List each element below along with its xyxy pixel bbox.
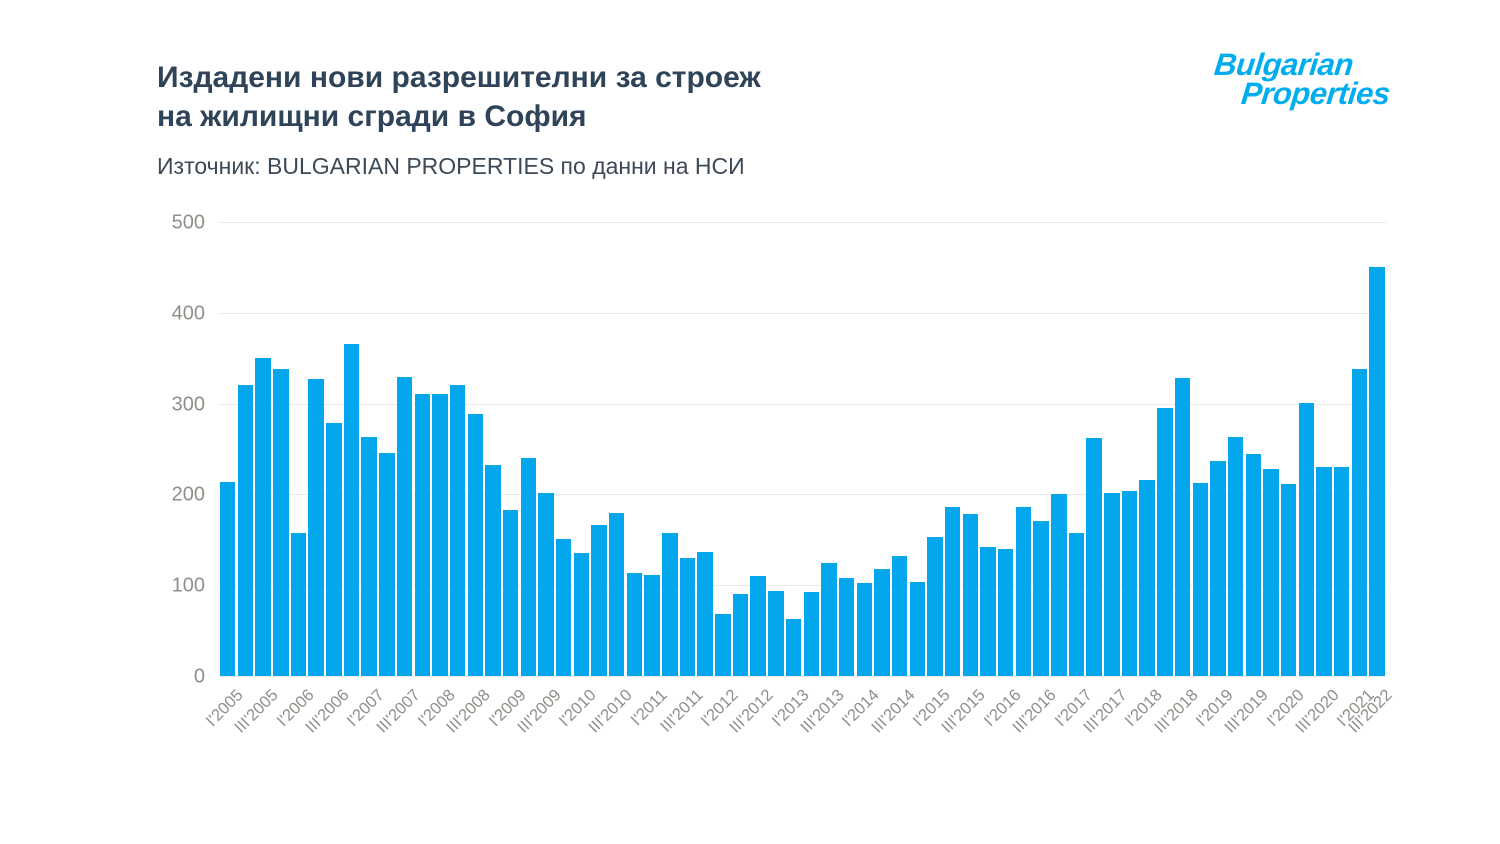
bulgarian-properties-logo: Bulgarian Properties	[1210, 47, 1446, 111]
gridline-200	[219, 494, 1386, 496]
bar	[573, 552, 590, 676]
chart-title-line2: на жилищни сгради в София	[157, 100, 587, 133]
bar	[838, 577, 855, 676]
bar	[1051, 494, 1067, 676]
bar	[856, 583, 872, 676]
y-axis-tick: 200	[171, 483, 205, 506]
bar	[715, 614, 731, 676]
bar	[449, 385, 466, 676]
bar	[697, 551, 713, 676]
bar	[343, 343, 360, 676]
bar	[485, 465, 501, 676]
bar	[626, 573, 643, 676]
y-axis-tick: 500	[171, 211, 205, 234]
bar	[520, 458, 537, 676]
bar	[732, 594, 749, 676]
bar	[1174, 378, 1191, 676]
gridline-500	[219, 222, 1386, 223]
bar	[1333, 467, 1350, 676]
logo-line1: Bulgarian	[1212, 47, 1355, 82]
bar	[891, 556, 908, 676]
bar	[927, 537, 943, 676]
bar	[909, 581, 926, 676]
bar	[750, 576, 766, 676]
bar	[1245, 454, 1261, 676]
bar	[1192, 482, 1208, 676]
bar	[1121, 490, 1138, 676]
gridline-400	[219, 312, 1386, 314]
bar	[255, 358, 271, 676]
bar	[1015, 507, 1032, 676]
bar	[361, 437, 377, 676]
bar	[874, 568, 890, 676]
chart-title: Издадени нови разрешителни за строеж на …	[157, 58, 1057, 136]
bar	[1316, 467, 1332, 676]
chart-title-line1: Издадени нови разрешителни за строеж	[157, 61, 761, 94]
bar	[998, 548, 1014, 676]
gridline-100	[219, 585, 1386, 587]
bar	[432, 393, 448, 676]
bar	[803, 591, 819, 676]
y-axis-tick: 400	[171, 302, 205, 325]
chart-source: Източник: BULGARIAN PROPERTIES по данни …	[157, 153, 745, 179]
bar	[944, 507, 961, 676]
bar	[1280, 484, 1297, 676]
bar	[502, 509, 519, 676]
bar	[538, 492, 554, 676]
bar	[1298, 402, 1315, 676]
bar	[591, 525, 607, 676]
bar	[414, 393, 430, 676]
bar	[379, 452, 395, 676]
bar	[768, 590, 784, 676]
bar	[237, 384, 254, 676]
bar	[821, 563, 837, 676]
bar	[555, 538, 572, 676]
bar	[1227, 437, 1244, 676]
y-axis-tick: 300	[171, 393, 205, 416]
bar	[785, 618, 802, 676]
bar	[1086, 438, 1102, 676]
bar	[679, 557, 696, 676]
logo-line2: Properties	[1239, 76, 1392, 111]
bar	[1068, 532, 1085, 676]
bar	[1351, 369, 1368, 676]
gridline-300	[219, 403, 1386, 405]
gridline-0	[219, 676, 1386, 677]
bar	[609, 512, 625, 676]
bar	[273, 369, 289, 676]
bar	[1139, 479, 1155, 676]
bar	[980, 547, 996, 676]
bar	[1104, 493, 1120, 676]
bar	[1369, 267, 1385, 676]
bar	[662, 532, 678, 676]
bar	[326, 422, 342, 676]
bar	[1263, 468, 1279, 676]
bar	[308, 379, 324, 676]
bar	[220, 481, 236, 676]
bar	[396, 377, 413, 676]
bar	[467, 414, 483, 676]
y-axis-tick: 100	[171, 574, 205, 597]
bar	[644, 575, 660, 676]
bar	[1157, 408, 1173, 676]
bar	[1033, 520, 1049, 676]
bar	[290, 532, 307, 676]
bar	[1210, 460, 1226, 676]
y-axis-tick: 0	[193, 665, 205, 688]
bar	[962, 514, 979, 676]
